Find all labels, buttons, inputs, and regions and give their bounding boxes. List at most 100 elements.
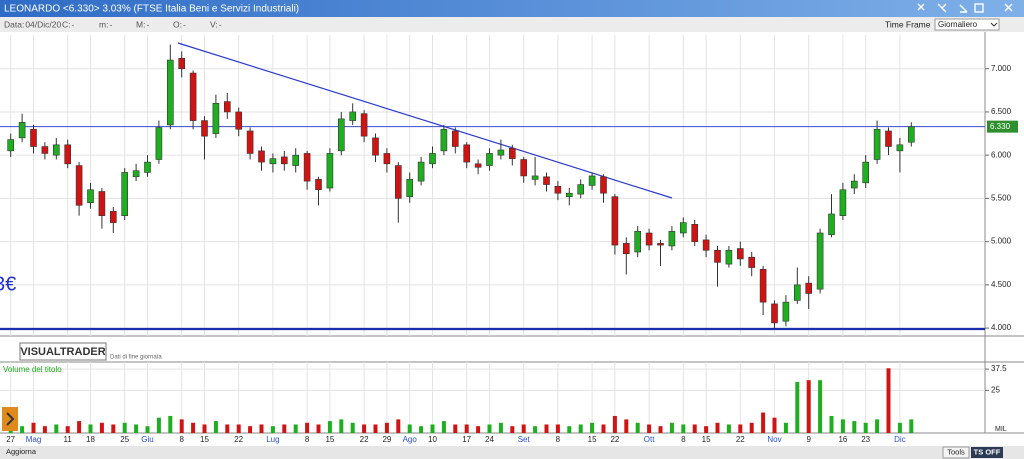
x-tick-label: 11 (64, 435, 73, 444)
x-tick-label: 15 (325, 435, 334, 444)
volume-bar (259, 424, 264, 433)
candle-body (668, 230, 676, 247)
candle-body (292, 154, 300, 166)
status-bar (0, 446, 1024, 459)
candle-body (565, 192, 573, 197)
x-tick-label: 22 (736, 435, 745, 444)
volume-bar (510, 426, 515, 433)
candle-body (486, 153, 493, 166)
volume-y-tick-label: 25 (991, 386, 1000, 395)
volume-bar (669, 422, 674, 433)
y-tick-label: 6.000 (991, 150, 1012, 159)
ts-button[interactable]: TS OFF (974, 447, 1001, 456)
info-value: 04/Dic/20 (25, 19, 61, 29)
candle-body (657, 243, 664, 246)
x-tick-label: 27 (6, 435, 15, 444)
volume-bar (20, 426, 25, 433)
ts-button-bg[interactable] (971, 447, 1003, 458)
volume-bar (225, 424, 230, 433)
exchange: MIL (995, 426, 1007, 433)
volume-bar (647, 424, 652, 433)
volume-bar (191, 422, 196, 433)
candle-body (714, 249, 721, 263)
volume-bar (77, 421, 82, 433)
x-tick-label: 8 (556, 435, 561, 444)
candle-body (155, 127, 163, 160)
volume-bar (783, 422, 788, 433)
volume-bar (533, 426, 538, 433)
candle-body (862, 161, 870, 184)
info-value: - (183, 19, 186, 29)
info-value: - (109, 19, 112, 29)
candle-body (839, 189, 847, 216)
toggle-arrow[interactable] (6, 412, 15, 426)
volume-bar (612, 415, 617, 433)
refresh-button[interactable]: Aggiorna (6, 447, 37, 456)
side-label: 3€ (0, 273, 16, 295)
candle-body (429, 153, 436, 165)
candle-body (759, 268, 767, 303)
x-tick-label: 25 (120, 435, 129, 444)
volume-bar (236, 424, 241, 433)
x-tick-label: 17 (462, 435, 471, 444)
volume-bar (202, 424, 207, 433)
volume-bar (875, 419, 880, 433)
window-title: LEONARDO <6.330> 3.03% (FTSE Italia Beni… (4, 4, 299, 15)
candle-body (634, 230, 642, 253)
volume-bar (578, 424, 583, 433)
tools-button-bg[interactable] (942, 446, 970, 459)
watermark-note: Dati di fine giornata (110, 355, 162, 361)
tools-button[interactable]: Tools (947, 447, 965, 456)
candle-body (600, 176, 607, 194)
candle-body (885, 130, 892, 147)
y-tick-label: 7.000 (991, 64, 1012, 73)
candle-body (451, 130, 459, 147)
volume-bar (692, 424, 697, 433)
volume-bar (863, 422, 868, 433)
candle-body (394, 165, 402, 199)
volume-bar (852, 421, 857, 433)
dropdown-arrow[interactable] (990, 22, 998, 27)
volume-bar (726, 424, 731, 433)
candle-body (691, 224, 699, 242)
volume-bar (179, 419, 184, 433)
volume-bar (635, 422, 640, 433)
candle-body (144, 161, 151, 173)
candle-body (497, 149, 505, 156)
volume-bar (31, 422, 36, 433)
volume-bar (761, 412, 766, 433)
time-frame-select[interactable] (934, 18, 1000, 31)
candle-body (828, 213, 835, 236)
title-bar (0, 0, 1024, 17)
candle-body (372, 137, 379, 156)
trend-line (177, 42, 673, 199)
y-tick-label: 5.500 (991, 194, 1012, 203)
volume-bar (738, 424, 743, 433)
candle-body (52, 144, 60, 156)
y-tick-label: 4.500 (991, 280, 1012, 289)
candle-body (793, 284, 801, 301)
volume-bar (704, 426, 709, 433)
x-tick-label: 22 (360, 435, 369, 444)
window-controls[interactable] (917, 3, 1013, 13)
candle-body (736, 248, 744, 260)
info-value: - (219, 19, 222, 29)
x-tick-label: 8 (681, 435, 686, 444)
volume-bar (567, 426, 572, 433)
candle-body (246, 130, 254, 154)
panel-toggle[interactable] (2, 407, 18, 431)
time-frame-value[interactable]: Giornaliero (938, 20, 978, 29)
candle-body (337, 118, 345, 152)
volume-bar (65, 426, 70, 433)
volume-bar (487, 424, 492, 433)
volume-y-tick-label: 37.5 (991, 364, 1007, 373)
volume-bar (681, 424, 686, 433)
candle-body (64, 144, 71, 165)
candle-body (543, 176, 550, 185)
volume-bar (772, 417, 777, 433)
volume-bar (88, 424, 93, 433)
candle-body (463, 144, 471, 163)
candle-body (235, 111, 242, 130)
